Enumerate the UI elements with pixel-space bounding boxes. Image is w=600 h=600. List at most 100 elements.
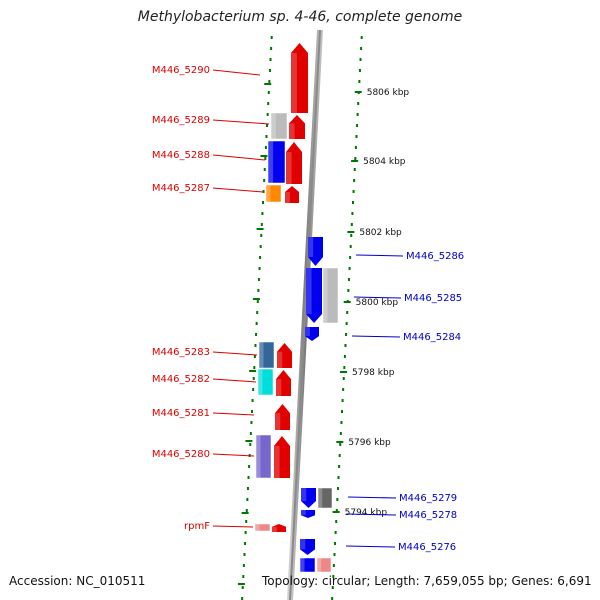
guide-dot-left	[263, 179, 266, 182]
gene-label-plus: M446_5280	[152, 449, 210, 460]
plus-arrow-m446-5283	[277, 343, 292, 368]
guide-dot-left	[246, 498, 249, 501]
gene-label-minus: M446_5276	[398, 542, 456, 553]
guide-dot-left	[264, 146, 267, 149]
guide-dot-right	[340, 421, 343, 424]
leader-line-plus	[212, 154, 266, 161]
guide-dot-left	[270, 47, 273, 50]
guide-dot-left	[247, 476, 250, 479]
gene-box-m446-5276-shine	[317, 558, 322, 572]
guide-dot-right	[356, 124, 359, 127]
plus-arrow-m446-5287	[285, 186, 299, 203]
gene-box-m446-5276-b	[299, 557, 316, 573]
guide-dot-left	[266, 124, 269, 127]
guide-dot-right	[334, 542, 337, 545]
gene-box-m446-5276-b-shine	[300, 558, 305, 572]
gene-box-m446-5283	[258, 341, 275, 369]
guide-dot-left	[245, 520, 248, 523]
plus-arrow-m446-5280-shine	[274, 446, 280, 478]
guide-dot-right	[345, 333, 348, 336]
minus-arrow-m446-5279-shine	[301, 488, 307, 501]
gene-box-rpmf-shine	[255, 524, 260, 531]
leader-line-plus	[212, 187, 264, 193]
plus-arrow-m446-5289	[289, 115, 305, 139]
plus-arrow-m446-5281	[275, 404, 290, 430]
plus-arrow-rpmf	[272, 524, 286, 532]
scale-label: 5796 kbp	[348, 438, 391, 448]
guide-dot-left	[268, 69, 271, 72]
guide-dot-right	[338, 454, 341, 457]
gene-label-minus: M446_5285	[404, 293, 462, 304]
guide-dot-left	[262, 201, 264, 204]
guide-dot-right	[352, 201, 354, 204]
guide-dot-right	[347, 278, 350, 281]
plus-arrow-m446-5282-shine	[276, 379, 282, 396]
guide-dot-left	[257, 278, 260, 281]
scale-label: 5800 kbp	[356, 298, 399, 308]
guide-dot-left	[251, 410, 253, 413]
leader-line-plus	[212, 412, 255, 416]
guide-dot-right	[338, 465, 341, 468]
leader-line-plus	[212, 351, 258, 356]
gene-box-m446-5282	[257, 368, 274, 396]
gene-box-m446-5288	[267, 140, 286, 184]
accession-text: Accession: NC_010511	[9, 574, 146, 588]
gene-box-m446-5287-shine	[266, 185, 271, 202]
guide-dot-right	[334, 531, 337, 534]
guide-dash-left	[237, 583, 245, 585]
leader-line-minus	[345, 545, 396, 548]
guide-dot-left	[246, 487, 249, 490]
gene-box-m446-5287	[265, 184, 282, 203]
gene-label-minus: M446_5284	[403, 332, 461, 343]
guide-dot-right	[353, 179, 356, 182]
guide-dot-right	[331, 597, 334, 600]
plus-arrow-rpmf-shine	[272, 526, 277, 532]
guide-dot-right	[354, 146, 357, 149]
guide-dot-left	[255, 333, 258, 336]
plus-arrow-m446-5287-shine	[285, 191, 290, 203]
guide-dot-left	[270, 36, 273, 39]
guide-dot-right	[360, 36, 363, 39]
guide-dash-left	[249, 370, 257, 372]
minus-arrow-m446-5286	[308, 237, 323, 266]
minus-arrow-m446-5284-shine	[305, 327, 310, 337]
guide-dot-left	[267, 102, 270, 105]
scale-label: 5802 kbp	[359, 228, 402, 238]
guide-dot-right	[355, 135, 358, 138]
scale-tick	[336, 441, 344, 443]
gene-label-minus: M446_5279	[399, 493, 457, 504]
scale-tick	[332, 511, 340, 513]
guide-dash-left	[264, 83, 272, 85]
guide-dot-left	[249, 443, 252, 446]
leader-line-minus	[347, 496, 397, 499]
guide-dot-left	[260, 223, 263, 226]
guide-dot-left	[244, 531, 247, 534]
guide-dash-left	[260, 155, 268, 157]
guide-dot-right	[350, 223, 353, 226]
plus-arrow-m446-5288	[286, 142, 302, 184]
guide-dot-right	[347, 289, 350, 292]
gene-label-plus: M446_5281	[152, 408, 210, 419]
leader-line-minus	[351, 335, 401, 338]
guide-dot-left	[254, 344, 257, 347]
guide-dot-left	[257, 289, 260, 292]
plus-arrow-m446-5280	[274, 436, 290, 478]
minus-arrow-m446-5286-shine	[308, 237, 314, 257]
guide-dot-right	[359, 58, 362, 61]
guide-dot-left	[244, 542, 247, 545]
leader-line-plus	[212, 378, 257, 383]
guide-dot-left	[242, 575, 245, 578]
scale-tick	[347, 231, 355, 233]
guide-dot-right	[335, 509, 338, 512]
gene-label-plus: M446_5287	[152, 183, 210, 194]
gene-label-plus: rpmF	[184, 521, 210, 532]
scale-label: 5806 kbp	[367, 88, 410, 98]
gene-box-m446-5289-shine	[271, 113, 276, 139]
guide-dot-left	[264, 157, 267, 160]
scale-tick	[340, 371, 347, 373]
guide-dot-left	[259, 256, 262, 259]
gene-label-plus: M446_5288	[152, 150, 210, 161]
guide-dot-left	[262, 190, 265, 193]
